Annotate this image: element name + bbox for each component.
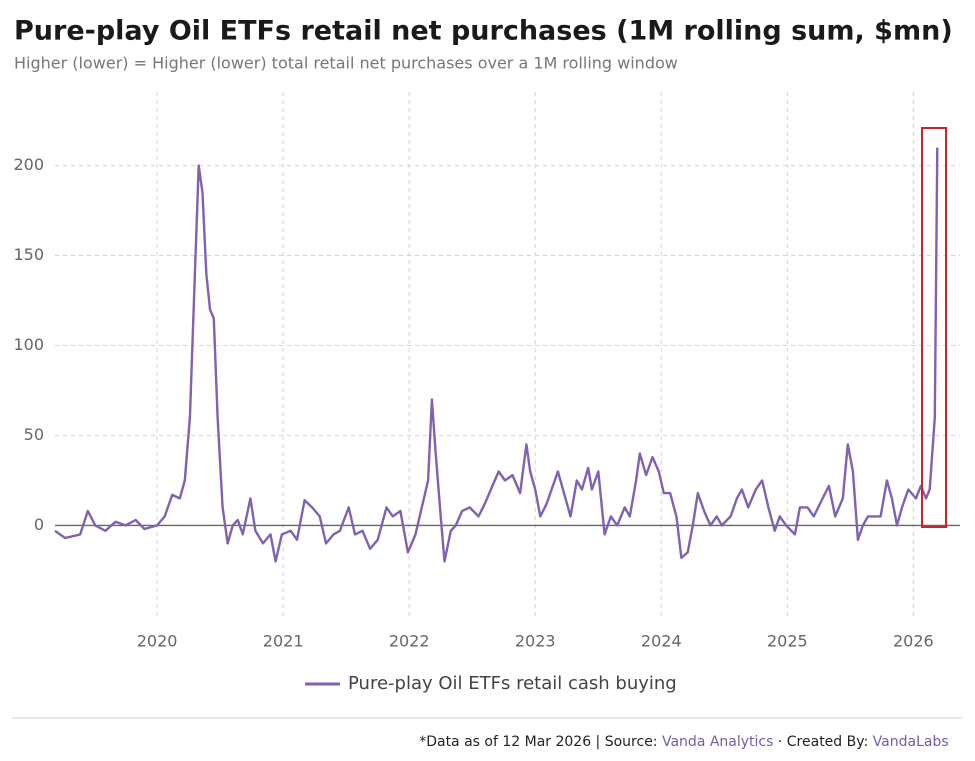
data-line xyxy=(54,147,939,563)
footer-text: *Data as of 12 Mar 2026 | Source: xyxy=(419,734,662,750)
footer-text: · Created By: xyxy=(773,734,872,750)
x-tick-label: 2020 xyxy=(137,632,178,651)
x-tick-label: 2022 xyxy=(389,632,430,651)
y-tick-label: 0 xyxy=(34,515,44,534)
x-tick-label: 2021 xyxy=(263,632,304,651)
x-tick-label: 2024 xyxy=(641,632,682,651)
chart-title: Pure-play Oil ETFs retail net purchases … xyxy=(14,16,953,47)
x-tick-label: 2023 xyxy=(515,632,556,651)
footer: *Data as of 12 Mar 2026 | Source: Vanda … xyxy=(397,734,962,750)
plot: 2020 2021 2022 2023 2024 2025 2026 0 50 100 150 200 xyxy=(13,92,960,651)
y-tick-label: 200 xyxy=(13,155,44,174)
y-tick-label: 150 xyxy=(13,245,44,264)
highlight-box xyxy=(921,127,947,528)
x-tick-label: 2026 xyxy=(893,632,934,651)
y-tick-label: 100 xyxy=(13,335,44,354)
footer-link[interactable]: VandaLabs xyxy=(873,734,949,750)
legend-label: Pure-play Oil ETFs retail cash buying xyxy=(348,673,677,694)
chart-subtitle: Higher (lower) = Higher (lower) total re… xyxy=(14,54,678,73)
footer-link[interactable]: Vanda Analytics xyxy=(662,734,773,750)
x-tick-label: 2025 xyxy=(767,632,808,651)
y-tick-label: 50 xyxy=(24,425,44,444)
